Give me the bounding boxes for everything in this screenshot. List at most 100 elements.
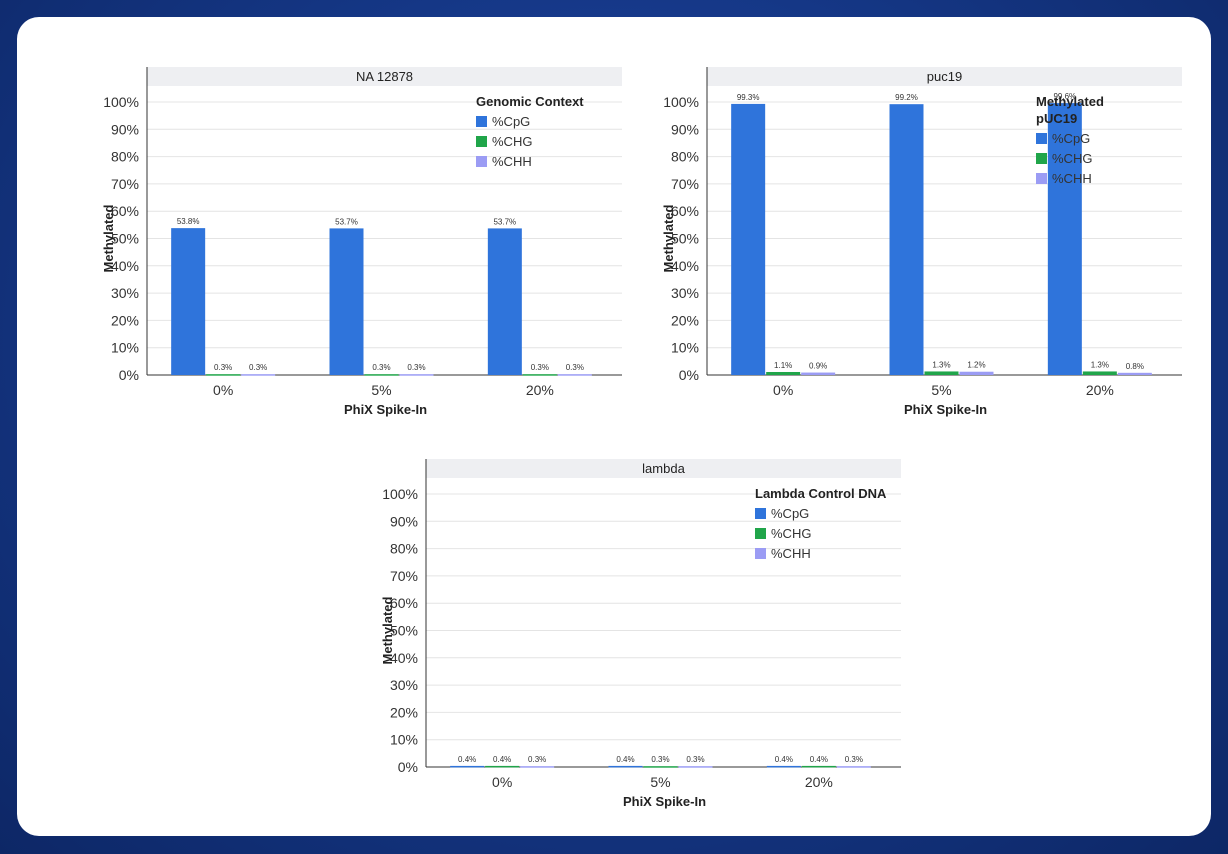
bar [608, 765, 643, 768]
bar [678, 766, 713, 768]
y-tick-label: 0% [119, 367, 139, 383]
legend-title: pUC19 [1036, 111, 1077, 126]
y-tick-label: 10% [671, 340, 699, 356]
bar [889, 104, 924, 376]
x-tick-label: 20% [1086, 382, 1114, 398]
y-tick-label: 50% [111, 231, 139, 247]
bar [450, 765, 485, 768]
chart-puc19: puc19 0% 10% 20% 30% 40% 50% 60% 70% 80% 90% 100% 99… [639, 47, 1182, 427]
data-label: 53.8% [177, 217, 200, 226]
y-tick-label: 50% [390, 623, 418, 639]
data-label: 0.4% [775, 755, 793, 764]
y-tick-label: 70% [111, 176, 139, 192]
y-tick-label: 30% [671, 285, 699, 301]
data-label: 1.3% [1091, 360, 1109, 369]
legend-label: %CHG [1052, 151, 1092, 166]
chart-lambda-svg: lambda 0% 10% 20% 30% 40% 50% 60% 70% 80% 90% 100% 0… [380, 459, 901, 809]
data-label: 0.4% [810, 755, 828, 764]
bar [171, 228, 206, 375]
x-tick-label: 0% [773, 382, 793, 398]
bar [364, 374, 399, 376]
bar [924, 371, 959, 375]
bar [520, 766, 555, 768]
data-label: 99.3% [737, 93, 760, 102]
legend-label: %CpG [1052, 131, 1090, 146]
legend-swatch [476, 136, 487, 147]
bar [801, 372, 836, 375]
y-tick-label: 30% [390, 677, 418, 693]
content-panel: NA 12878 0% 10% 20% 30% 40% 50% 60% 70% 80% 90% 100… [17, 17, 1211, 836]
legend-label: %CpG [492, 114, 530, 129]
legend-swatch [1036, 153, 1047, 164]
legend-swatch [476, 116, 487, 127]
data-label: 99.2% [895, 93, 918, 102]
bar [399, 374, 434, 376]
bar [643, 766, 678, 768]
chart-title: puc19 [927, 69, 962, 84]
y-tick-label: 80% [390, 541, 418, 557]
data-label: 0.4% [616, 755, 634, 764]
chart-puc19-svg: puc19 0% 10% 20% 30% 40% 50% 60% 70% 80% 90% 100% 99… [661, 67, 1182, 417]
x-tick-label: 20% [805, 774, 833, 790]
y-tick-label: 50% [671, 231, 699, 247]
legend-swatch [1036, 173, 1047, 184]
legend-label: %CHG [771, 526, 811, 541]
y-tick-label: 20% [111, 312, 139, 328]
y-axis-label: Methylated [380, 596, 395, 664]
bar [557, 374, 592, 376]
y-tick-label: 80% [671, 149, 699, 165]
chart-lambda: lambda 0% 10% 20% 30% 40% 50% 60% 70% 80% 90% 100% 0… [358, 439, 901, 819]
legend-label: %CpG [771, 506, 809, 521]
data-label: 0.3% [249, 363, 267, 372]
y-tick-label: 40% [671, 258, 699, 274]
y-tick-label: 0% [398, 759, 418, 775]
legend-title: Genomic Context [476, 94, 584, 109]
legend-swatch [476, 156, 487, 167]
y-tick-label: 10% [111, 340, 139, 356]
y-tick-label: 40% [390, 650, 418, 666]
data-label: 0.3% [214, 363, 232, 372]
legend-label: %CHH [771, 546, 811, 561]
y-axis-label: Methylated [661, 204, 676, 272]
y-tick-label: 80% [111, 149, 139, 165]
y-tick-label: 60% [111, 203, 139, 219]
x-tick-label: 5% [931, 382, 951, 398]
legend-swatch [755, 528, 766, 539]
y-tick-label: 0% [679, 367, 699, 383]
bar [487, 228, 522, 375]
data-label: 0.3% [566, 363, 584, 372]
y-tick-label: 20% [671, 312, 699, 328]
chart-na12878: NA 12878 0% 10% 20% 30% 40% 50% 60% 70% 80% 90% 100… [79, 47, 622, 427]
bar [206, 374, 241, 376]
title-strip [147, 67, 622, 86]
data-label: 0.3% [407, 363, 425, 372]
title-strip [707, 67, 1182, 86]
x-tick-label: 0% [492, 774, 512, 790]
data-label: 0.3% [845, 755, 863, 764]
y-tick-label: 90% [111, 121, 139, 137]
legend-label: %CHH [1052, 171, 1092, 186]
y-axis-label: Methylated [101, 204, 116, 272]
data-label: 0.3% [528, 755, 546, 764]
data-label: 1.3% [932, 360, 950, 369]
chart-title: lambda [642, 461, 685, 476]
bar [329, 228, 364, 375]
data-label: 0.4% [493, 755, 511, 764]
data-label: 0.3% [372, 363, 390, 372]
y-tick-label: 70% [671, 176, 699, 192]
y-tick-label: 70% [390, 568, 418, 584]
data-label: 0.3% [651, 755, 669, 764]
y-tick-label: 40% [111, 258, 139, 274]
legend-swatch [1036, 133, 1047, 144]
bar [836, 766, 871, 768]
legend-title: Lambda Control DNA [755, 486, 887, 501]
data-label: 0.9% [809, 362, 827, 371]
x-axis-label: PhiX Spike-In [344, 402, 427, 417]
bar [485, 765, 520, 768]
legend-label: %CHH [492, 154, 532, 169]
data-label: 0.3% [531, 363, 549, 372]
x-tick-label: 5% [650, 774, 670, 790]
bar [1047, 103, 1082, 376]
legend-label: %CHG [492, 134, 532, 149]
data-label: 1.1% [774, 361, 792, 370]
